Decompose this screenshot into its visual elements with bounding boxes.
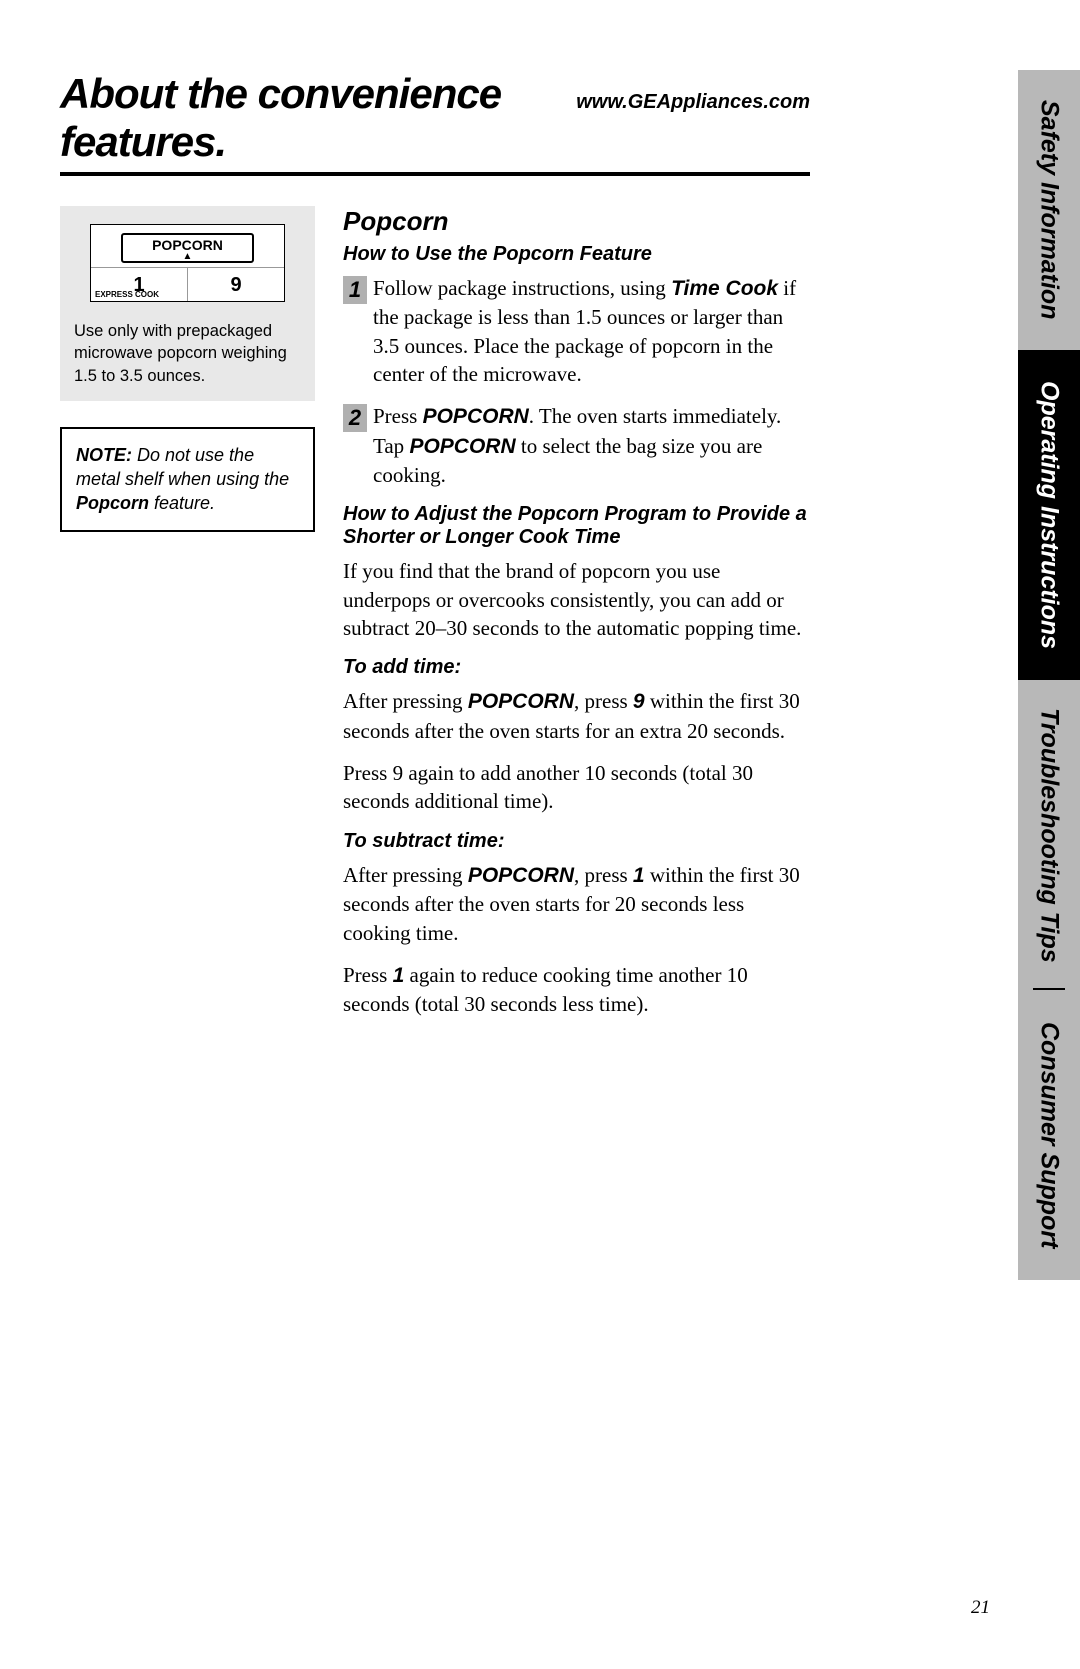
subtract-time-p1: After pressing POPCORN, press 1 within t…	[343, 861, 810, 947]
add-time-p2: Press 9 again to add another 10 seconds …	[343, 759, 810, 816]
key-1: 1 EXPRESS COOK	[91, 268, 188, 301]
adjust-paragraph: If you find that the brand of popcorn yo…	[343, 557, 810, 642]
triangle-icon: ▲	[123, 253, 252, 261]
tab-divider	[1033, 988, 1065, 990]
note-box: NOTE: Do not use the metal shelf when us…	[60, 427, 315, 532]
tab-safety: Safety Information	[1018, 70, 1080, 350]
popcorn-button: POPCORN ▲	[121, 233, 254, 263]
subtract-time-heading: To subtract time:	[343, 830, 810, 853]
keypad-caption: Use only with prepackaged microwave popc…	[74, 320, 301, 387]
step-1-number: 1	[343, 276, 367, 304]
step-2-text: Press POPCORN. The oven starts immediate…	[373, 402, 810, 489]
key-9: 9	[188, 268, 284, 301]
right-column: Popcorn How to Use the Popcorn Feature 1…	[343, 206, 810, 1033]
tab-troubleshooting: Troubleshooting Tips	[1018, 680, 1080, 990]
header-url: www.GEAppliances.com	[576, 91, 810, 114]
add-time-heading: To add time:	[343, 656, 810, 679]
key-9-label: 9	[230, 274, 241, 296]
note-text-2: feature.	[149, 493, 215, 513]
step-2: 2 Press POPCORN. The oven starts immedia…	[343, 402, 810, 489]
step-1: 1 Follow package instructions, using Tim…	[343, 274, 810, 388]
tab-operating: Operating Instructions	[1018, 350, 1080, 680]
number-row: 1 EXPRESS COOK 9	[91, 267, 284, 301]
keypad-illustration: POPCORN ▲ 1 EXPRESS COOK 9 Use only with…	[60, 206, 315, 401]
two-columns: POPCORN ▲ 1 EXPRESS COOK 9 Use only with…	[60, 206, 810, 1033]
step-2-number: 2	[343, 404, 367, 432]
title-row: About the convenience features. www.GEAp…	[60, 70, 810, 176]
note-prefix: NOTE:	[76, 445, 132, 465]
page-content: About the convenience features. www.GEAp…	[0, 0, 810, 1033]
express-cook-label: EXPRESS COOK	[95, 290, 159, 299]
step-1-text: Follow package instructions, using Time …	[373, 274, 810, 388]
subtract-time-p2: Press 1 again to reduce cooking time ano…	[343, 961, 810, 1019]
adjust-heading: How to Adjust the Popcorn Program to Pro…	[343, 503, 810, 549]
section-title: Popcorn	[343, 206, 810, 237]
how-to-use-heading: How to Use the Popcorn Feature	[343, 243, 810, 266]
side-tabs: Safety Information Operating Instruction…	[1018, 70, 1080, 1550]
keypad: POPCORN ▲ 1 EXPRESS COOK 9	[90, 224, 285, 302]
note-bold-word: Popcorn	[76, 493, 149, 513]
page-number: 21	[971, 1597, 990, 1619]
page-title: About the convenience features.	[60, 70, 564, 166]
tab-consumer: Consumer Support	[1018, 990, 1080, 1280]
left-column: POPCORN ▲ 1 EXPRESS COOK 9 Use only with…	[60, 206, 315, 1033]
add-time-p1: After pressing POPCORN, press 9 within t…	[343, 687, 810, 745]
